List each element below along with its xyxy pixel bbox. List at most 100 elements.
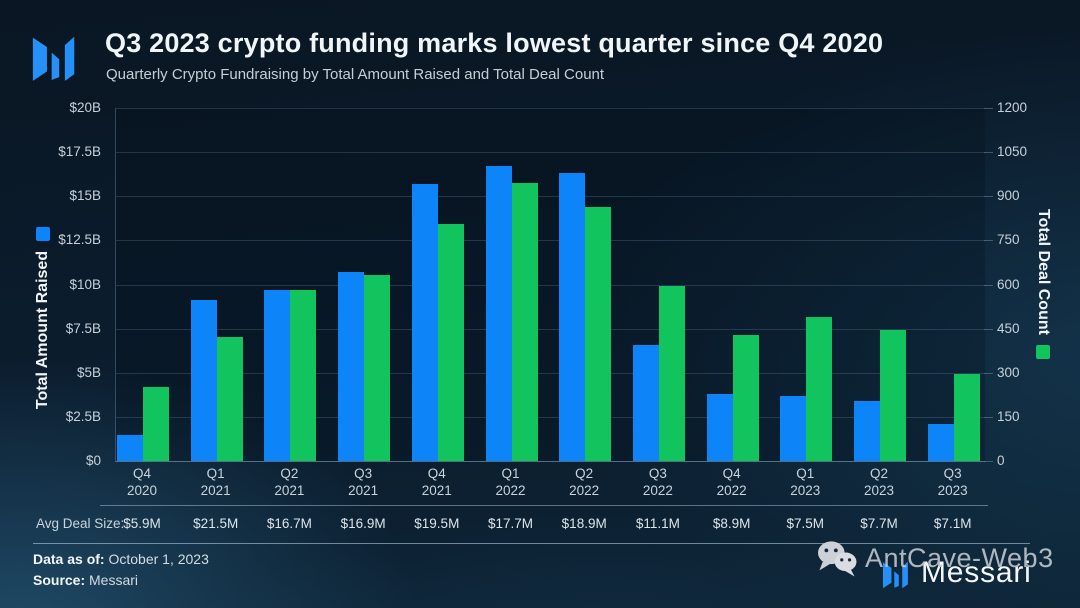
bar-amount-q1-2022: [485, 166, 512, 461]
x-label-year: 2021: [421, 482, 452, 498]
avg-deal-size-value: $18.9M: [561, 516, 607, 531]
avg-deal-size-value: $16.9M: [340, 516, 386, 531]
deals-legend-swatch: [1036, 344, 1050, 359]
left-axis-tick: $20B: [69, 100, 101, 115]
bar-amount-q4-2021: [411, 183, 438, 461]
x-label: Q3 2022: [621, 466, 695, 499]
bar-deals-q3-2022: [658, 286, 685, 461]
left-axis-tick: $7.5B: [65, 320, 101, 336]
x-label-year: 2023: [790, 482, 821, 498]
gridline: [116, 152, 985, 154]
bar-amount-q4-2020: [117, 434, 143, 461]
x-label: Q1 2023: [768, 466, 842, 499]
gridline: [116, 240, 985, 242]
gridline: [116, 416, 985, 418]
watermark: AntCave-Web3: [816, 539, 1054, 577]
right-axis-tick: 0: [997, 453, 1005, 468]
avg-deal-size-value: $7.7M: [860, 516, 898, 531]
bar-amount-q1-2021: [190, 300, 217, 461]
bar-amount-q3-2022: [632, 344, 659, 461]
gridline: [116, 284, 985, 286]
x-label-year: 2021: [348, 482, 379, 498]
right-axis-tickmark: [984, 240, 993, 242]
x-label-quarter: Q1: [206, 466, 225, 481]
avg-deal-size-value: $5.9M: [123, 516, 161, 531]
messari-wordmark: Messari: [921, 556, 1032, 589]
left-axis-tick: $17.5B: [58, 144, 101, 160]
x-label-year: 2020: [126, 482, 158, 498]
gridline: [116, 196, 985, 198]
gridline: [116, 108, 985, 109]
x-label-quarter: Q4: [722, 466, 741, 481]
x-label-quarter: Q3: [648, 466, 667, 481]
right-axis-tick: 1200: [997, 100, 1028, 115]
bar-deals-q3-2021: [364, 274, 391, 461]
x-label-year: 2023: [937, 482, 968, 498]
messari-logo-icon: [32, 36, 75, 81]
divider-top: [100, 505, 988, 506]
x-label: Q2 2021: [252, 466, 326, 499]
right-axis-tickmark: [984, 284, 993, 286]
right-axis-tickmark: [984, 372, 993, 374]
avg-deal-size-value: $8.9M: [712, 516, 751, 531]
avg-deal-size-value: $7.5M: [786, 516, 825, 531]
avg-deal-size-label: Avg Deal Size:: [36, 516, 125, 531]
gridline: [116, 328, 985, 330]
avg-deal-size-value: $11.1M: [635, 516, 680, 531]
data-as-of-label: Data as of:: [33, 551, 105, 567]
bar-deals-q1-2023: [806, 316, 833, 461]
right-axis-tickmark: [984, 152, 993, 154]
right-axis-tick: 900: [997, 188, 1020, 204]
bar-deals-q2-2022: [585, 207, 612, 461]
x-label-quarter: Q2: [575, 466, 594, 481]
x-label: Q1 2022: [474, 466, 548, 499]
bar-amount-q2-2022: [559, 173, 586, 461]
right-axis-tickmark: [984, 108, 993, 109]
right-axis-tick: 450: [997, 320, 1020, 336]
bar-amount-q2-2021: [264, 289, 291, 461]
x-label-year: 2022: [495, 482, 526, 498]
x-label-quarter: Q3: [943, 466, 962, 481]
bar-deals-q2-2023: [880, 330, 906, 461]
x-label-quarter: Q1: [796, 466, 815, 481]
left-axis-tick: $15B: [69, 188, 101, 204]
x-label: Q1 2021: [179, 466, 253, 499]
source-value: Messari: [89, 572, 139, 588]
right-axis-title-text: Total Deal Count: [1035, 209, 1052, 335]
x-label-quarter: Q4: [132, 466, 151, 481]
messari-lockup: Messari: [878, 556, 1032, 590]
right-axis-tick: 750: [997, 232, 1020, 248]
right-axis-tickmark: [984, 328, 993, 330]
bar-deals-q1-2021: [216, 336, 243, 461]
wechat-icon: [818, 541, 857, 577]
left-axis-tick: $0: [85, 453, 101, 468]
right-axis-tick: 600: [997, 276, 1020, 292]
source: Source: Messari: [33, 572, 138, 588]
bar-amount-q1-2023: [780, 395, 807, 461]
bar-amount-q4-2022: [706, 393, 733, 461]
x-label-year: 2021: [200, 482, 231, 498]
x-label-quarter: Q1: [501, 466, 520, 481]
x-label-quarter: Q4: [427, 466, 446, 481]
x-label: Q2 2022: [547, 466, 621, 499]
bar-amount-q3-2023: [927, 423, 954, 461]
gridline: [116, 372, 985, 374]
x-label-year: 2023: [863, 482, 895, 498]
left-axis-tick: $12.5B: [58, 232, 101, 248]
avg-deal-size-value: $19.5M: [414, 516, 460, 531]
right-axis-tick: 150: [997, 408, 1020, 424]
x-label-year: 2022: [642, 482, 673, 498]
divider-bottom: [33, 543, 1030, 544]
x-label-year: 2021: [274, 482, 305, 498]
avg-deal-size-value: $17.7M: [487, 516, 534, 531]
x-label: Q3 2023: [916, 466, 990, 499]
x-label: Q4 2021: [400, 466, 474, 499]
left-axis-tick: $10B: [69, 276, 101, 292]
data-as-of: Data as of: October 1, 2023: [33, 551, 209, 567]
chart-title: Q3 2023 crypto funding marks lowest quar…: [105, 28, 884, 58]
messari-logomark-icon: [882, 561, 908, 589]
left-axis-tick: $2.5B: [65, 408, 101, 424]
x-label-quarter: Q2: [869, 466, 888, 481]
avg-deal-size-value: $21.5M: [193, 516, 239, 531]
